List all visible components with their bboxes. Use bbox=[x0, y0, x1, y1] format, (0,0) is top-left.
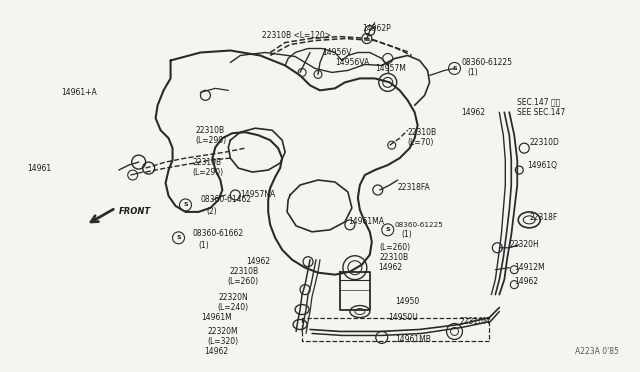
Text: (L=260): (L=260) bbox=[380, 243, 411, 252]
Text: 14962P: 14962P bbox=[362, 24, 390, 33]
Text: 22318FA: 22318FA bbox=[397, 183, 431, 192]
Text: (L=290): (L=290) bbox=[195, 136, 227, 145]
Text: 22310B: 22310B bbox=[408, 128, 436, 137]
Text: 14962: 14962 bbox=[246, 257, 270, 266]
Text: 14961Q: 14961Q bbox=[527, 161, 557, 170]
Text: (L=290): (L=290) bbox=[193, 167, 223, 177]
Text: FRONT: FRONT bbox=[119, 208, 151, 217]
Text: 22310B: 22310B bbox=[380, 253, 409, 262]
Text: 14956V: 14956V bbox=[322, 48, 351, 57]
Text: 14962: 14962 bbox=[515, 277, 538, 286]
Text: 14961: 14961 bbox=[27, 164, 51, 173]
Text: (1): (1) bbox=[467, 68, 478, 77]
Text: 22318F: 22318F bbox=[529, 214, 557, 222]
Text: 22320N: 22320N bbox=[218, 293, 248, 302]
Text: 08360-61225: 08360-61225 bbox=[395, 222, 444, 228]
Text: 22320H: 22320H bbox=[509, 240, 539, 249]
Text: 22310D: 22310D bbox=[529, 138, 559, 147]
Text: (L=320): (L=320) bbox=[207, 337, 238, 346]
Text: S: S bbox=[452, 66, 457, 71]
Text: SEE SEC.147: SEE SEC.147 bbox=[517, 108, 566, 117]
Text: 14950: 14950 bbox=[395, 297, 419, 306]
Text: 14957NA: 14957NA bbox=[240, 190, 276, 199]
Text: (1): (1) bbox=[198, 241, 209, 250]
Text: 14956VA: 14956VA bbox=[335, 58, 369, 67]
Text: (L=240): (L=240) bbox=[217, 303, 248, 312]
Text: 22310B: 22310B bbox=[229, 267, 258, 276]
Text: (L=70): (L=70) bbox=[408, 138, 434, 147]
Text: 14962: 14962 bbox=[204, 347, 228, 356]
Text: 22310M: 22310M bbox=[460, 317, 490, 326]
Text: 22310B: 22310B bbox=[195, 126, 225, 135]
Text: 08360-61225: 08360-61225 bbox=[461, 58, 513, 67]
Text: A223A 0'85: A223A 0'85 bbox=[575, 347, 619, 356]
Text: 08360-61462: 08360-61462 bbox=[200, 195, 252, 205]
Text: 22310B <L=120>: 22310B <L=120> bbox=[262, 31, 332, 40]
Text: 14961MB: 14961MB bbox=[395, 335, 431, 344]
Text: 22310B: 22310B bbox=[193, 158, 221, 167]
Text: (2): (2) bbox=[207, 208, 217, 217]
Text: 14961+A: 14961+A bbox=[61, 88, 97, 97]
Text: (1): (1) bbox=[402, 230, 412, 239]
Text: 14957M: 14957M bbox=[375, 64, 406, 73]
Text: 14950U: 14950U bbox=[388, 313, 417, 322]
Text: 22320M: 22320M bbox=[208, 327, 238, 336]
Text: SEC.147 参照: SEC.147 参照 bbox=[517, 98, 561, 107]
Text: S: S bbox=[385, 227, 390, 232]
Text: 14961M: 14961M bbox=[202, 313, 232, 322]
Text: (L=260): (L=260) bbox=[227, 277, 258, 286]
Text: 14912M: 14912M bbox=[515, 263, 545, 272]
Text: 14961MA: 14961MA bbox=[348, 217, 384, 227]
Text: 08360-61662: 08360-61662 bbox=[193, 229, 244, 238]
Text: S: S bbox=[183, 202, 188, 208]
Text: 14962: 14962 bbox=[378, 263, 402, 272]
Text: 14962: 14962 bbox=[461, 108, 486, 117]
Text: S: S bbox=[176, 235, 181, 240]
